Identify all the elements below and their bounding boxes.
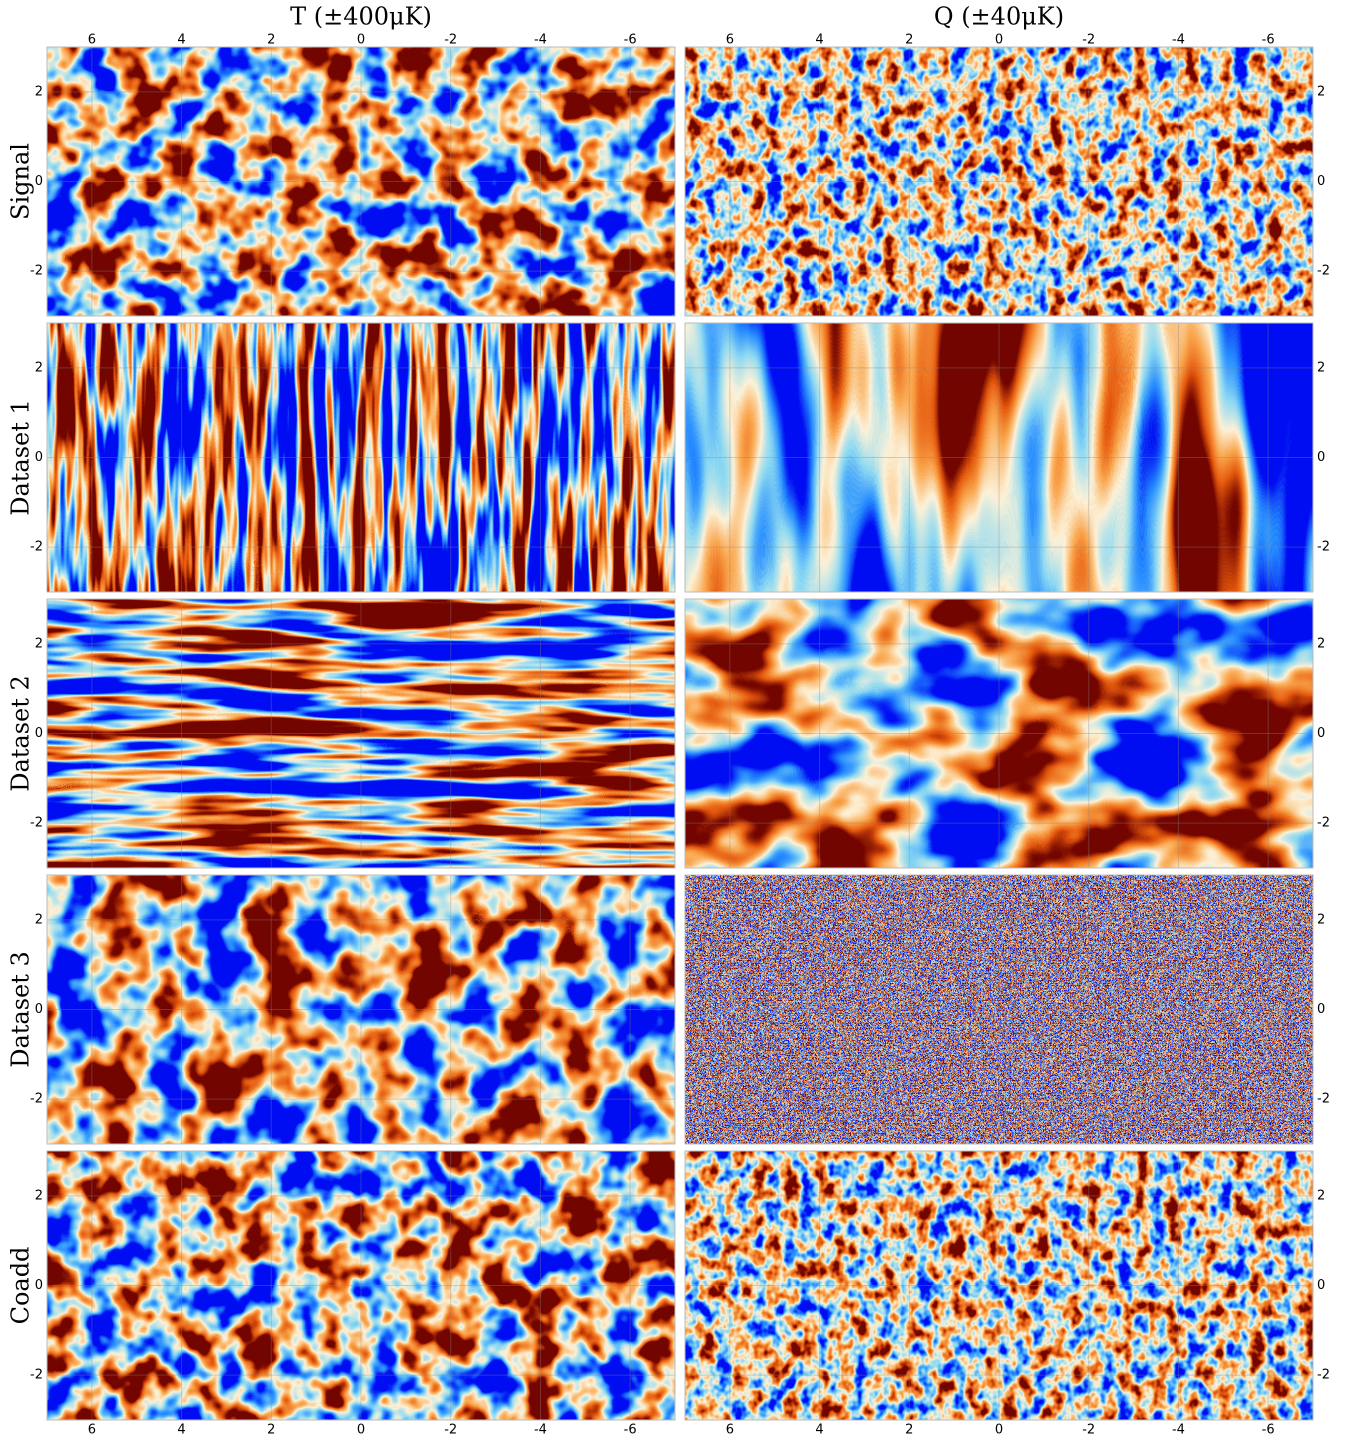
map-panel <box>47 875 675 1144</box>
x-tick-label: 2 <box>905 33 913 48</box>
y-tick-label: -2 <box>1317 540 1330 555</box>
y-tick-label: 2 <box>1317 84 1325 99</box>
y-tick-label: 0 <box>35 174 43 189</box>
x-tick-label: 2 <box>267 1423 275 1438</box>
map-panel <box>47 1151 675 1420</box>
y-tick-label: -2 <box>30 264 43 279</box>
y-tick-label: -2 <box>30 540 43 555</box>
y-tick-label: 0 <box>35 726 43 741</box>
y-tick-label: 0 <box>1317 174 1325 189</box>
x-tick-label: 6 <box>88 1423 96 1438</box>
y-tick-label: 0 <box>35 450 43 465</box>
row-label: Dataset 3 <box>7 951 35 1068</box>
y-tick-label: -2 <box>1317 816 1330 831</box>
y-tick-label: 0 <box>1317 1278 1325 1293</box>
x-tick-label: -4 <box>534 33 547 48</box>
map-panel <box>685 47 1313 316</box>
x-tick-label: -6 <box>624 1423 637 1438</box>
x-tick-label: 4 <box>815 33 823 48</box>
y-tick-label: 0 <box>35 1278 43 1293</box>
y-tick-label: -2 <box>1317 1368 1330 1383</box>
x-tick-label: 2 <box>905 1423 913 1438</box>
y-tick-label: -2 <box>30 816 43 831</box>
column-title: T (±400μK) <box>290 3 432 31</box>
row-label: Coadd <box>7 1247 35 1325</box>
x-tick-label: -4 <box>1172 33 1185 48</box>
map-panel <box>685 599 1313 868</box>
y-tick-label: 0 <box>1317 450 1325 465</box>
panel-frame <box>684 46 1314 317</box>
x-tick-label: 4 <box>815 1423 823 1438</box>
map-panel <box>685 1151 1313 1420</box>
x-tick-label: -2 <box>1082 33 1095 48</box>
row-label: Dataset 1 <box>7 399 35 516</box>
y-tick-label: 2 <box>1317 636 1325 651</box>
panel-frame <box>46 874 676 1145</box>
x-tick-label: 6 <box>726 1423 734 1438</box>
panel-frame <box>46 46 676 317</box>
y-tick-label: -2 <box>30 1092 43 1107</box>
x-tick-label: 0 <box>357 1423 365 1438</box>
x-tick-label: 0 <box>357 33 365 48</box>
map-panel <box>47 323 675 592</box>
y-tick-label: 2 <box>35 84 43 99</box>
x-tick-label: 4 <box>177 1423 185 1438</box>
y-tick-label: 2 <box>1317 912 1325 927</box>
map-panel <box>685 323 1313 592</box>
x-tick-label: 4 <box>177 33 185 48</box>
x-tick-label: 2 <box>267 33 275 48</box>
y-tick-label: 2 <box>1317 1188 1325 1203</box>
y-tick-label: 2 <box>35 636 43 651</box>
map-panel <box>685 875 1313 1144</box>
panel-frame <box>46 322 676 593</box>
row-label: Signal <box>7 143 35 220</box>
panel-frame <box>46 1150 676 1421</box>
column-title: Q (±40μK) <box>934 3 1064 31</box>
x-tick-label: -2 <box>1082 1423 1095 1438</box>
y-tick-label: 2 <box>35 912 43 927</box>
panel-frame <box>684 322 1314 593</box>
x-tick-label: -6 <box>1262 1423 1275 1438</box>
x-tick-label: 6 <box>88 33 96 48</box>
map-panel <box>47 47 675 316</box>
row-label: Dataset 2 <box>7 675 35 792</box>
panel-frame <box>684 1150 1314 1421</box>
x-tick-label: -4 <box>1172 1423 1185 1438</box>
y-tick-label: 0 <box>1317 1002 1325 1017</box>
x-tick-label: -2 <box>444 33 457 48</box>
x-tick-label: -6 <box>1262 33 1275 48</box>
y-tick-label: 0 <box>1317 726 1325 741</box>
panel-frame <box>46 598 676 869</box>
x-tick-label: 0 <box>995 33 1003 48</box>
y-tick-label: 2 <box>35 1188 43 1203</box>
panel-frame <box>684 874 1314 1145</box>
y-tick-label: -2 <box>1317 1092 1330 1107</box>
y-tick-label: -2 <box>1317 264 1330 279</box>
y-tick-label: 2 <box>35 360 43 375</box>
x-tick-label: -2 <box>444 1423 457 1438</box>
x-tick-label: 6 <box>726 33 734 48</box>
y-tick-label: 0 <box>35 1002 43 1017</box>
x-tick-label: -6 <box>624 33 637 48</box>
panel-frame <box>684 598 1314 869</box>
map-panel <box>47 599 675 868</box>
y-tick-label: 2 <box>1317 360 1325 375</box>
x-tick-label: 0 <box>995 1423 1003 1438</box>
x-tick-label: -4 <box>534 1423 547 1438</box>
y-tick-label: -2 <box>30 1368 43 1383</box>
